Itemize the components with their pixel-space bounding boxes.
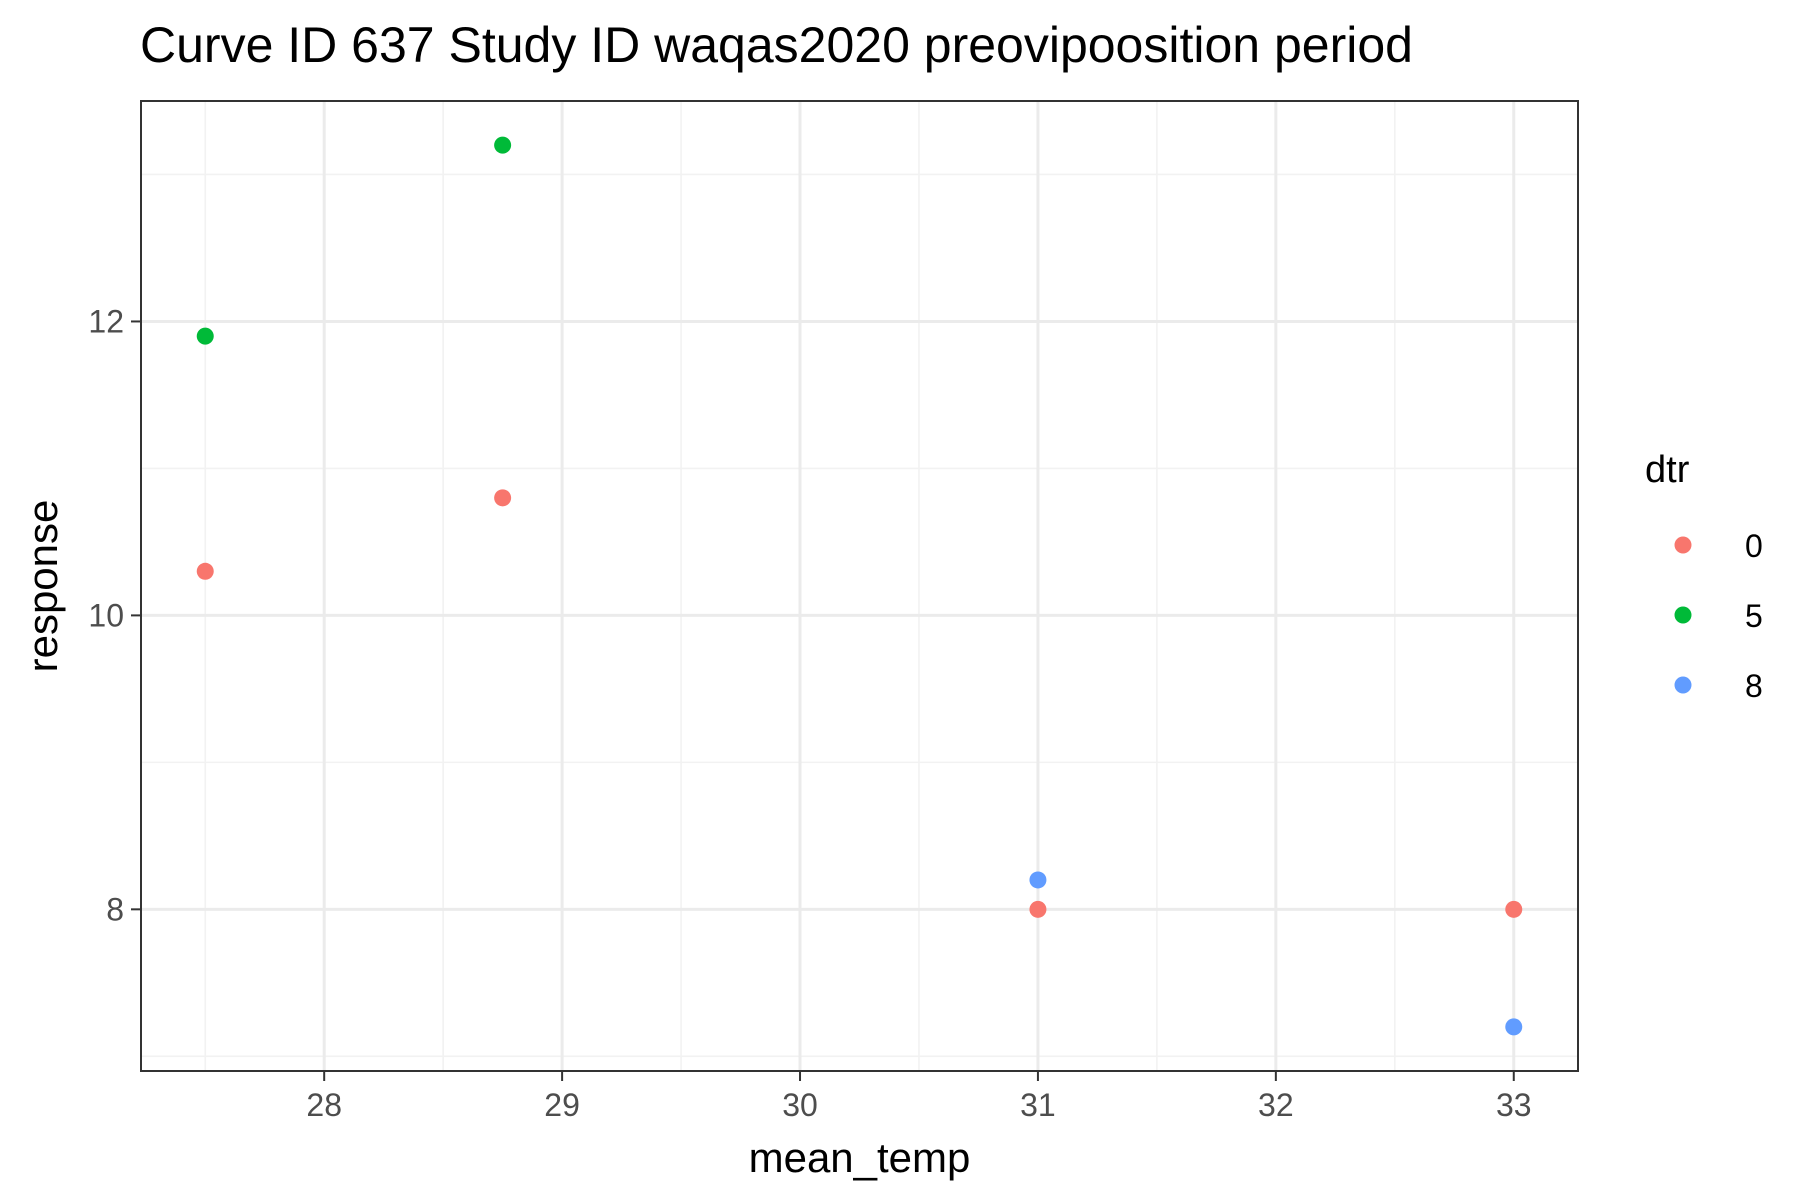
panel-border [140,100,1579,1072]
x-axis-title: mean_temp [749,1134,971,1181]
x-tick-label: 30 [782,1087,818,1123]
data-point-dtr-8 [1505,1018,1523,1036]
legend: dtr 0 5 8 [1645,449,1763,704]
x-tick-label: 28 [306,1087,342,1123]
data-point-dtr-8 [1029,871,1047,889]
data-point-dtr-0 [1505,900,1523,918]
data-point-dtr-0 [196,562,214,580]
x-tick-label: 29 [544,1087,580,1123]
x-axis: 28 29 30 31 32 33 [306,1071,1532,1123]
x-tick-label: 33 [1496,1087,1532,1123]
y-axis-title: response [19,500,66,673]
data-point-dtr-5 [494,136,512,154]
legend-label: 0 [1745,528,1763,564]
data-point-dtr-5 [196,327,214,345]
chart-title: Curve ID 637 Study ID waqas2020 preovipo… [140,17,1413,73]
legend-entries: 0 5 8 [1674,528,1763,704]
legend-title: dtr [1645,449,1690,491]
data-point-dtr-0 [1029,900,1047,918]
data-points [196,136,1523,1036]
y-axis: 8 10 12 [88,303,141,927]
minor-gridlines [141,101,1578,1071]
legend-label: 5 [1745,598,1763,634]
plot-panel [140,100,1579,1072]
x-tick-label: 32 [1258,1087,1294,1123]
y-tick-label: 10 [88,597,124,633]
y-tick-label: 12 [88,303,124,339]
y-tick-label: 8 [106,891,124,927]
legend-label: 8 [1745,668,1763,704]
major-gridlines [141,101,1578,1071]
legend-key-dtr-8 [1674,676,1692,694]
legend-key-dtr-5 [1674,606,1692,624]
data-point-dtr-0 [494,489,512,507]
x-tick-label: 31 [1020,1087,1056,1123]
legend-key-dtr-0 [1674,536,1692,554]
